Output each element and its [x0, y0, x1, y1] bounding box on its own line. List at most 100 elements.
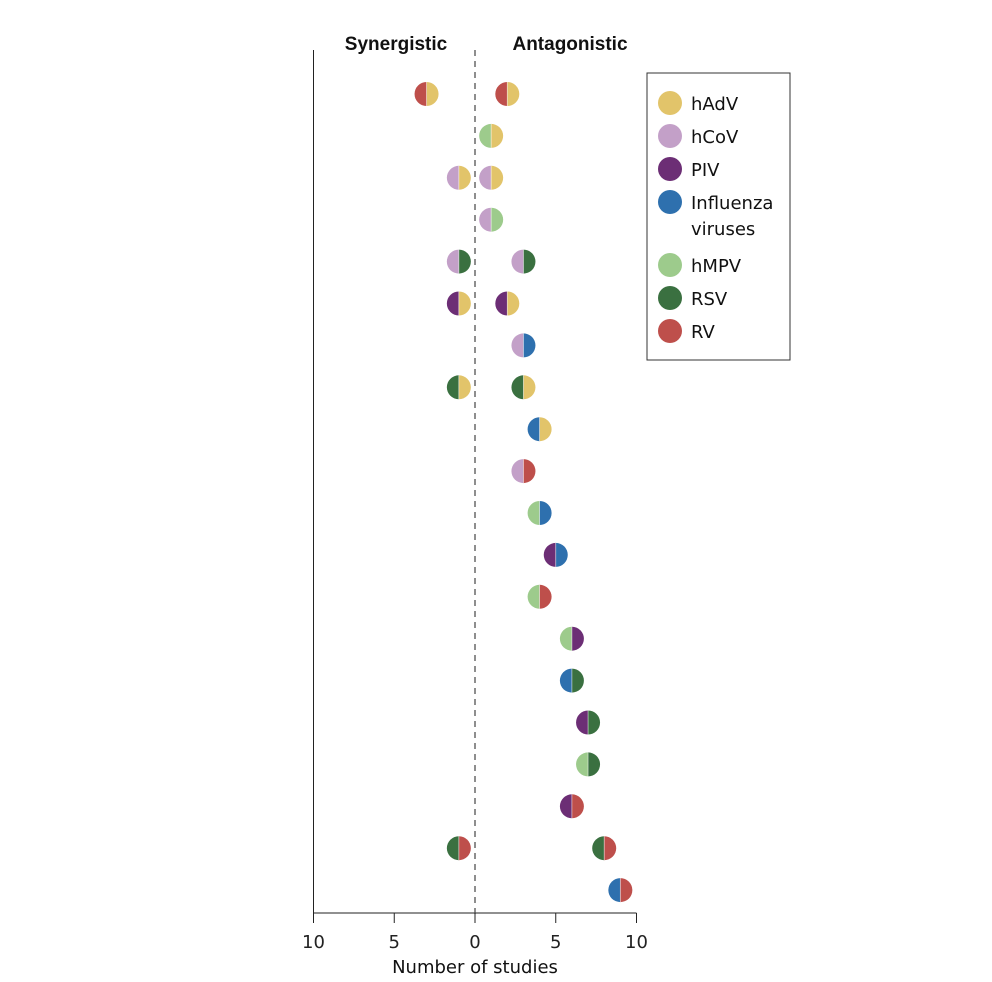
dot-right-half: [555, 542, 568, 567]
synergistic-point: [446, 375, 471, 400]
x-tick-label: 10: [302, 932, 325, 953]
dot-left-half: [527, 501, 540, 525]
x-tick-label: 5: [389, 932, 400, 953]
antagonistic-point: [479, 207, 504, 232]
dot-left-half: [592, 836, 605, 861]
antagonistic-point: [495, 82, 520, 106]
legend-swatch: [658, 286, 682, 310]
antagonistic-point: [576, 710, 601, 735]
dot-left-half: [495, 291, 508, 316]
dot-right-half: [620, 878, 633, 903]
data-points: [414, 82, 633, 903]
antagonistic-point: [527, 501, 552, 525]
dot-left-half: [543, 542, 556, 567]
antagonistic-point: [479, 165, 504, 190]
antagonistic-point: [592, 836, 617, 861]
dot-left-half: [446, 165, 459, 190]
dot-left-half: [559, 794, 572, 819]
antagonistic-point: [527, 584, 552, 609]
dot-right-half: [507, 82, 520, 106]
dot-left-half: [446, 375, 459, 400]
dot-left-half: [479, 165, 492, 190]
dot-right-half: [539, 501, 552, 525]
legend-item: PIV: [658, 157, 720, 181]
antagonistic-point: [543, 542, 568, 567]
dot-right-half: [523, 249, 536, 274]
legend-item: RV: [658, 319, 716, 343]
synergistic-point: [414, 82, 439, 106]
dot-left-half: [576, 710, 589, 735]
legend-label: RSV: [691, 289, 728, 310]
axes: [313, 50, 637, 914]
legend-item: hMPV: [658, 253, 742, 277]
legend-item: Influenza viruses: [658, 190, 773, 240]
x-axis-label: Number of studies: [392, 957, 558, 978]
dot-left-half: [495, 82, 508, 106]
legend-label: RV: [691, 322, 716, 343]
antagonistic-point: [511, 249, 536, 274]
legend-swatch: [658, 190, 682, 214]
antagonistic-point: [511, 375, 536, 400]
dot-left-half: [576, 752, 589, 777]
x-tick-label: 0: [469, 932, 480, 953]
legend-label: hMPV: [691, 256, 742, 277]
antagonistic-point: [576, 752, 601, 777]
dot-right-half: [491, 207, 504, 232]
synergistic-point: [446, 836, 471, 861]
antagonistic-point: [559, 794, 584, 819]
dot-right-half: [604, 836, 617, 861]
legend-label: Influenza: [691, 193, 773, 214]
dot-left-half: [511, 459, 524, 484]
x-tick-label: 10: [625, 932, 648, 953]
dot-left-half: [511, 249, 524, 274]
dot-left-half: [446, 249, 459, 274]
dot-left-half: [479, 207, 492, 232]
antagonistic-point: [608, 878, 633, 903]
antagonistic-point: [559, 626, 584, 651]
legend-swatch: [658, 91, 682, 115]
legend-swatch: [658, 319, 682, 343]
legend-label: viruses: [691, 219, 755, 240]
dot-left-half: [559, 668, 572, 693]
dot-left-half: [527, 417, 540, 442]
antagonistic-point: [527, 417, 552, 442]
dot-left-half: [446, 291, 459, 316]
dot-right-half: [491, 165, 504, 190]
dot-left-half: [527, 584, 540, 609]
antagonistic-header: Antagonistic: [512, 34, 627, 55]
antagonistic-point: [479, 123, 504, 148]
dot-right-half: [491, 123, 504, 148]
legend-item: hAdV: [658, 91, 739, 115]
synergistic-point: [446, 249, 471, 274]
dot-right-half: [507, 291, 520, 316]
dot-right-half: [571, 794, 584, 819]
dot-right-half: [588, 710, 601, 735]
dot-right-half: [539, 584, 552, 609]
dot-left-half: [446, 836, 459, 861]
dot-left-half: [608, 878, 621, 903]
dot-right-half: [523, 459, 536, 484]
dot-right-half: [458, 291, 471, 316]
dot-right-half: [458, 249, 471, 274]
legend-label: PIV: [691, 160, 720, 181]
legend-label: hCoV: [691, 127, 739, 148]
dot-right-half: [539, 417, 552, 442]
legend-swatch: [658, 157, 682, 181]
dot-right-half: [571, 626, 584, 651]
legend-item: hCoV: [658, 124, 739, 148]
dot-right-half: [458, 836, 471, 861]
legend-item: RSV: [658, 286, 728, 310]
antagonistic-point: [559, 668, 584, 693]
synergistic-point: [446, 165, 471, 190]
dot-right-half: [588, 752, 601, 777]
dot-left-half: [511, 375, 524, 400]
antagonistic-point: [511, 333, 536, 358]
dot-right-half: [426, 82, 439, 106]
dot-right-half: [458, 375, 471, 400]
dot-right-half: [523, 333, 536, 358]
antagonistic-point: [495, 291, 520, 316]
dot-right-half: [458, 165, 471, 190]
legend-swatch: [658, 253, 682, 277]
dot-right-half: [571, 668, 584, 693]
